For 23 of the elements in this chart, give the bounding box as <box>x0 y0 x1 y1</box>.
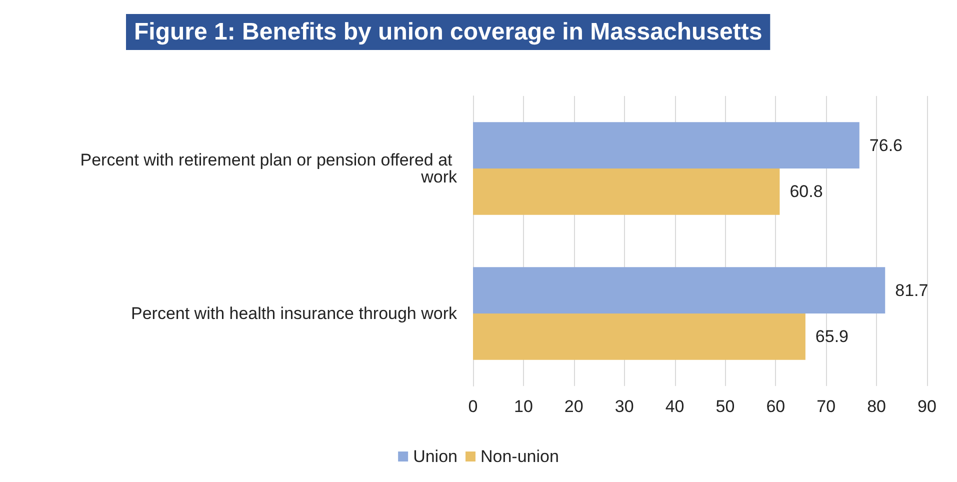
x-tick-label: 40 <box>665 397 684 416</box>
y-tick-label: Percent with retirement plan or pension offered at work <box>80 150 458 186</box>
x-tick-label: 50 <box>716 397 735 416</box>
bar <box>473 122 860 168</box>
bar <box>473 314 806 360</box>
x-tick-label: 70 <box>816 397 836 416</box>
x-tick-label: 80 <box>867 397 886 416</box>
x-tick-label: 30 <box>614 397 634 416</box>
x-tick-label: 90 <box>918 397 936 416</box>
data-label: 81.7 <box>895 280 928 300</box>
legend-label: Union <box>413 447 458 466</box>
data-label: 76.6 <box>869 136 902 155</box>
legend-label: Non-union <box>480 447 559 466</box>
bar <box>473 267 886 314</box>
y-tick-label: Percent with health insurance through work <box>130 304 458 323</box>
chart-title: Figure 1: Benefits by union coverage in Massachusetts <box>134 18 762 46</box>
data-label: 60.8 <box>790 182 823 202</box>
x-tick-label: 60 <box>766 397 786 416</box>
x-tick-label: 20 <box>564 397 584 416</box>
x-tick-label: 0 <box>468 397 478 416</box>
x-tick-label: 10 <box>514 397 533 416</box>
bar <box>473 168 780 215</box>
data-label: 65.9 <box>815 327 849 346</box>
